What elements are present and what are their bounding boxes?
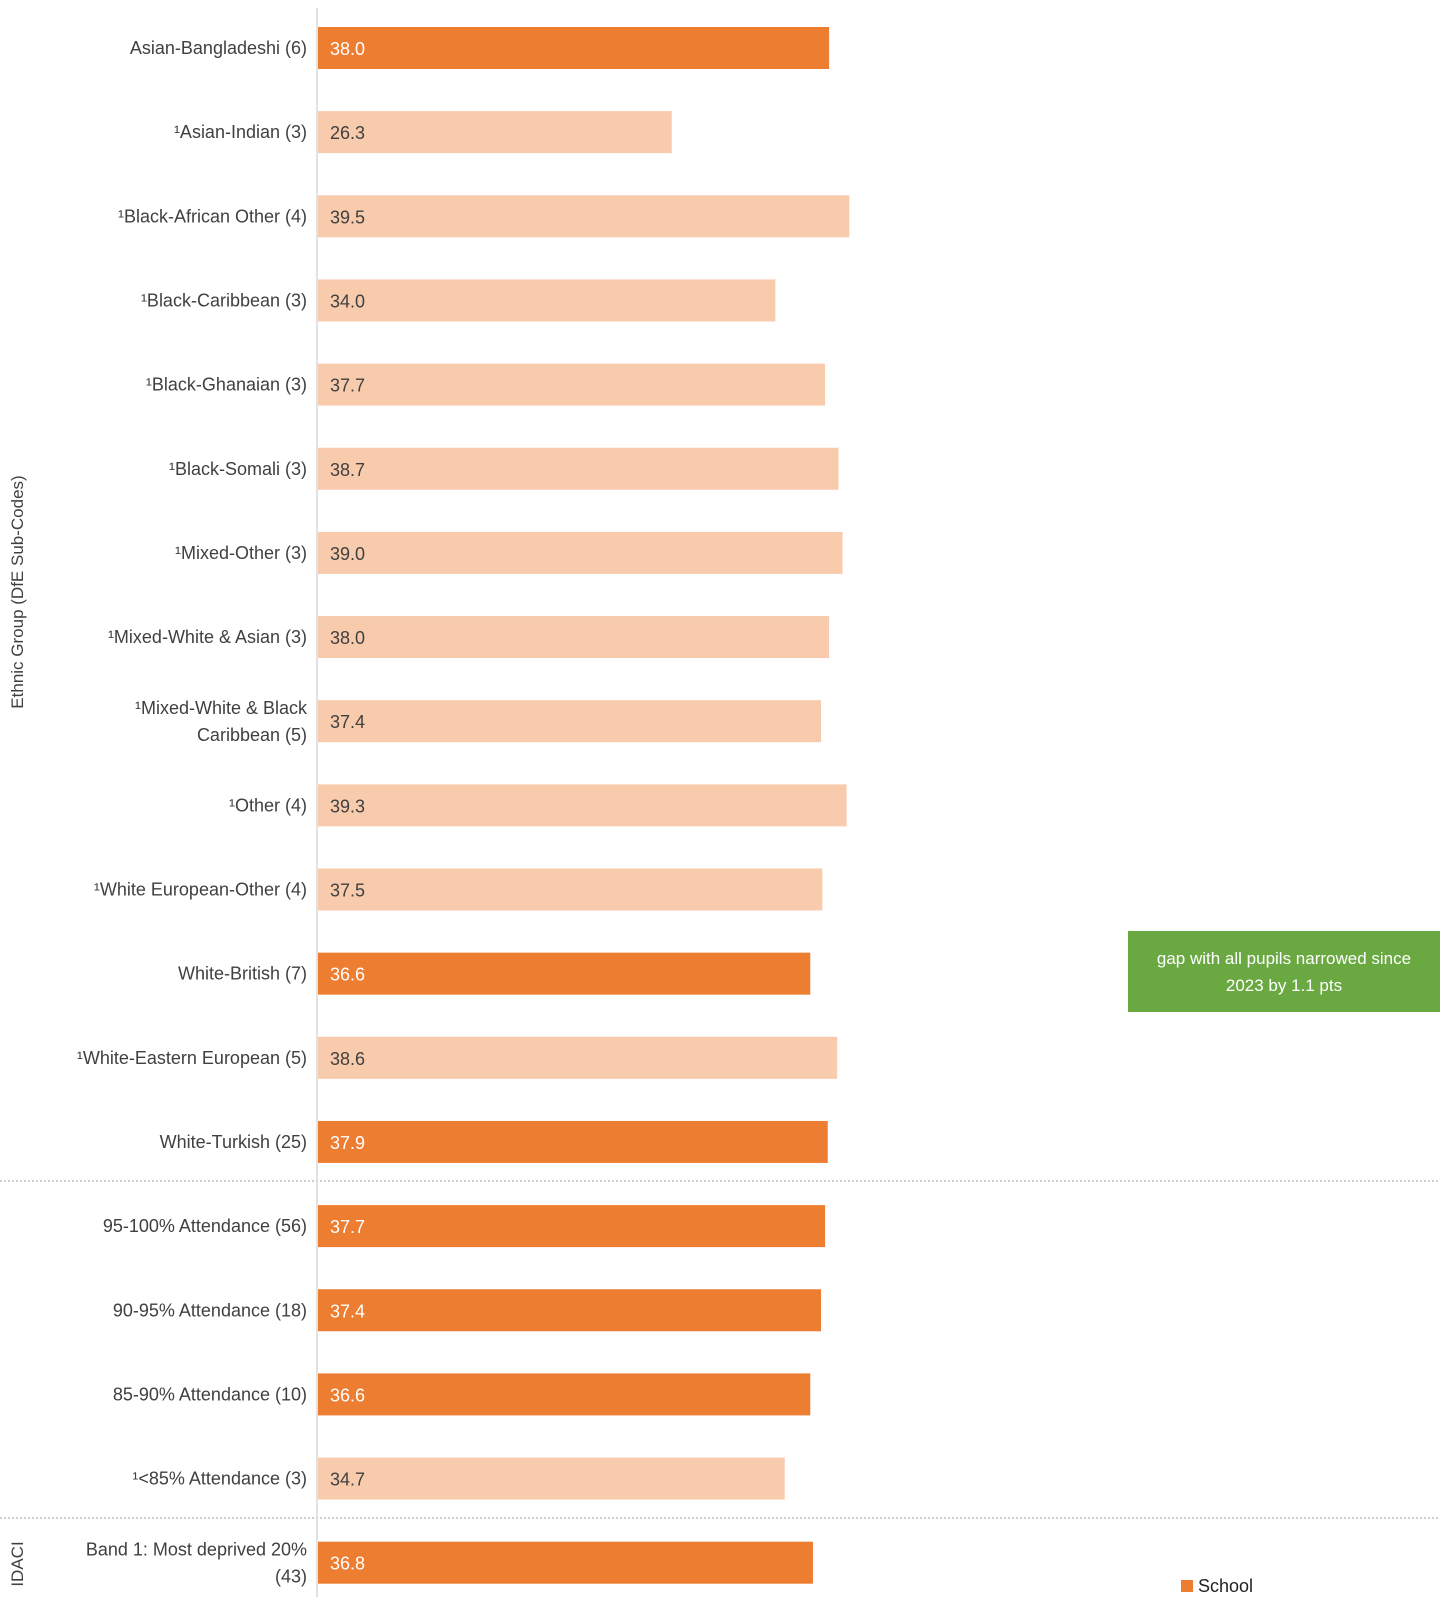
category-label: ¹Mixed-White & Black Caribbean (5)	[135, 698, 308, 745]
data-label: 38.6	[330, 1049, 365, 1069]
legend-swatch-school	[1181, 1580, 1193, 1592]
bar	[318, 447, 839, 490]
data-label: 36.8	[330, 1554, 365, 1574]
category-label: 90-95% Attendance (18)	[113, 1300, 307, 1320]
bar	[318, 195, 850, 238]
bar	[318, 616, 830, 659]
data-label: 39.5	[330, 207, 365, 227]
bar	[318, 111, 672, 154]
category-label: ¹<85% Attendance (3)	[132, 1469, 307, 1489]
data-label: 34.7	[330, 1470, 365, 1490]
group-axis-title: Ethnic Group (DfE Sub-Codes)	[8, 475, 27, 708]
category-label: ¹Black-Somali (3)	[169, 459, 307, 479]
data-label: 39.3	[330, 796, 365, 816]
data-label: 37.7	[330, 1217, 365, 1237]
category-label: White-Turkish (25)	[160, 1132, 307, 1152]
data-label: 39.0	[330, 544, 365, 564]
annotation-callout: gap with all pupils narrowed since 2023 …	[1128, 931, 1440, 1012]
category-label: ¹Black-Ghanaian (3)	[146, 375, 307, 395]
bar	[318, 952, 811, 995]
category-label: ¹White-Eastern European (5)	[77, 1048, 307, 1068]
category-label: ¹Black-Caribbean (3)	[141, 290, 307, 310]
data-label: 37.4	[330, 712, 365, 732]
data-label: 26.3	[330, 123, 365, 143]
bar	[318, 279, 776, 322]
category-label-line: (43)	[275, 1567, 307, 1587]
data-label: 37.9	[330, 1133, 365, 1153]
bar	[318, 1120, 828, 1163]
data-label: 38.7	[330, 460, 365, 480]
category-label: ¹White European-Other (4)	[94, 880, 307, 900]
data-label: 38.0	[330, 628, 365, 648]
bar	[318, 1457, 785, 1500]
category-label: White-British (7)	[178, 964, 307, 984]
category-label: ¹Mixed-Other (3)	[175, 543, 307, 563]
data-label: 36.6	[330, 965, 365, 985]
legend-label-school: School	[1198, 1575, 1254, 1596]
category-label: ¹Other (4)	[229, 795, 307, 815]
bar	[318, 1373, 811, 1416]
data-label: 37.5	[330, 881, 365, 901]
legend: School	[1181, 1576, 1253, 1596]
category-label: 85-90% Attendance (10)	[113, 1384, 307, 1404]
data-label: 34.0	[330, 291, 365, 311]
bar	[318, 700, 822, 743]
bar	[318, 1205, 826, 1248]
annotation-text: gap with all pupils narrowed since 2023 …	[1156, 948, 1412, 995]
bar	[318, 868, 823, 911]
data-label: 36.6	[330, 1385, 365, 1405]
category-label-line: ¹Mixed-White & Black	[135, 698, 308, 718]
category-label: ¹Black-African Other (4)	[118, 206, 307, 226]
data-label: 38.0	[330, 39, 365, 59]
bar	[318, 363, 826, 406]
category-label-line: Band 1: Most deprived 20%	[86, 1540, 307, 1560]
category-label-line: Caribbean (5)	[197, 725, 307, 745]
category-label: Band 1: Most deprived 20% (43)	[86, 1540, 307, 1587]
bar	[318, 531, 843, 574]
data-label: 37.4	[330, 1301, 365, 1321]
category-label: ¹Asian-Indian (3)	[174, 122, 307, 142]
category-label: ¹Mixed-White & Asian (3)	[108, 627, 307, 647]
category-label: 95-100% Attendance (56)	[103, 1216, 307, 1236]
group-axis-title: IDACI	[8, 1541, 27, 1586]
bar	[318, 27, 830, 69]
bar	[318, 1541, 813, 1584]
category-label: Asian-Bangladeshi (6)	[130, 38, 307, 58]
bar	[318, 784, 847, 827]
bar	[318, 1289, 822, 1332]
bar	[318, 1036, 838, 1079]
data-label: 37.7	[330, 376, 365, 396]
